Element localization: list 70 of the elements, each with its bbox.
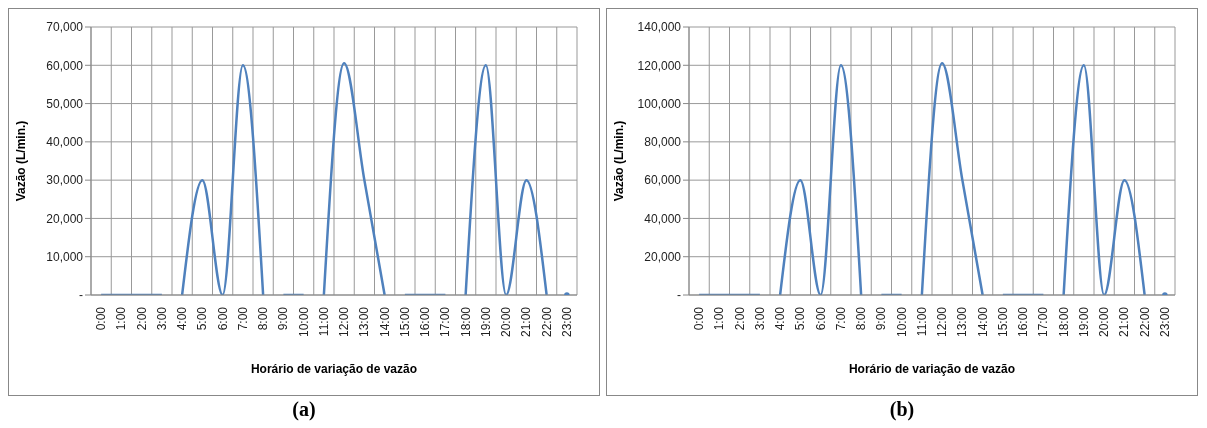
x-tick-label: 8:00 bbox=[854, 306, 869, 331]
x-tick-label: 13:00 bbox=[357, 306, 372, 338]
x-tick-label: 14:00 bbox=[377, 306, 392, 338]
x-tick-label: 22:00 bbox=[1137, 306, 1152, 338]
y-tick-label: 70,000 bbox=[46, 20, 84, 35]
x-tick-label: 19:00 bbox=[1076, 306, 1091, 338]
y-tick-label: 120,000 bbox=[637, 58, 682, 73]
y-tick-label: 60,000 bbox=[644, 173, 682, 188]
y-tick-label: 60,000 bbox=[46, 58, 84, 73]
x-tick-label: 3:00 bbox=[154, 306, 169, 331]
x-tick-label: 7:00 bbox=[833, 306, 848, 331]
x-tick-label: 18:00 bbox=[458, 306, 473, 338]
x-tick-label: 21:00 bbox=[1117, 306, 1132, 338]
x-tick-label: 0:00 bbox=[94, 306, 109, 331]
x-tick-label: 1:00 bbox=[114, 306, 129, 331]
x-axis-title: Horário de variação de vazão bbox=[250, 362, 418, 376]
x-tick-label: 8:00 bbox=[256, 306, 271, 331]
x-tick-label: 6:00 bbox=[813, 306, 828, 331]
x-tick-label: 13:00 bbox=[955, 306, 970, 338]
text: (b) bbox=[889, 398, 915, 421]
x-tick-label: 2:00 bbox=[732, 306, 747, 331]
y-tick-label: 30,000 bbox=[46, 173, 84, 188]
x-tick-label: 16:00 bbox=[1016, 306, 1031, 338]
x-tick-label: 12:00 bbox=[337, 306, 352, 338]
y-tick-label: 10,000 bbox=[46, 249, 84, 264]
x-tick-label: 23:00 bbox=[1157, 306, 1172, 338]
y-tick-label: 20,000 bbox=[46, 211, 84, 226]
text: (a) bbox=[292, 398, 316, 421]
x-tick-label: 18:00 bbox=[1056, 306, 1071, 338]
x-tick-label: 3:00 bbox=[752, 306, 767, 331]
y-tick-label: 80,000 bbox=[644, 135, 682, 150]
x-tick-label: 14:00 bbox=[975, 306, 990, 338]
y-tick-label: 50,000 bbox=[46, 96, 84, 111]
x-tick-label: 11:00 bbox=[316, 306, 331, 337]
x-tick-label: 10:00 bbox=[894, 306, 909, 338]
x-tick-label: 1:00 bbox=[712, 306, 727, 331]
y-tick-label: 40,000 bbox=[46, 135, 84, 150]
x-tick-label: 9:00 bbox=[276, 306, 291, 331]
x-tick-label: 9:00 bbox=[874, 306, 889, 331]
y-tick-label: 40,000 bbox=[644, 211, 682, 226]
x-tick-label: 10:00 bbox=[296, 306, 311, 338]
y-tick-label: 140,000 bbox=[637, 20, 682, 35]
x-tick-label: 15:00 bbox=[397, 306, 412, 338]
x-tick-label: 5:00 bbox=[195, 306, 210, 331]
x-tick-label: 6:00 bbox=[215, 306, 230, 331]
x-tick-label: 15:00 bbox=[995, 306, 1010, 338]
y-tick-label: 100,000 bbox=[637, 96, 682, 111]
x-tick-label: 11:00 bbox=[914, 306, 929, 337]
x-tick-label: 2:00 bbox=[134, 306, 149, 331]
x-tick-label: 12:00 bbox=[935, 306, 950, 338]
x-tick-label: 16:00 bbox=[418, 306, 433, 338]
x-tick-label: 21:00 bbox=[519, 306, 534, 338]
x-tick-label: 5:00 bbox=[793, 306, 808, 331]
x-tick-label: 4:00 bbox=[175, 306, 190, 331]
x-tick-label: 17:00 bbox=[438, 306, 453, 338]
x-axis-title: Horário de variação de vazão bbox=[848, 362, 1016, 376]
y-tick-label: 20,000 bbox=[644, 249, 682, 264]
y-axis-title: Vazão (L/min.) bbox=[612, 120, 627, 202]
x-tick-label: 23:00 bbox=[559, 306, 574, 338]
x-tick-label: 7:00 bbox=[235, 306, 250, 331]
x-tick-label: 17:00 bbox=[1036, 306, 1051, 338]
x-tick-label: 19:00 bbox=[478, 306, 493, 338]
y-tick-label: - bbox=[677, 288, 681, 303]
x-tick-label: 20:00 bbox=[1097, 306, 1112, 338]
x-tick-label: 20:00 bbox=[499, 306, 514, 338]
y-axis-title: Vazão (L/min.) bbox=[14, 120, 29, 202]
x-tick-label: 4:00 bbox=[773, 306, 788, 331]
y-tick-label: - bbox=[79, 288, 83, 303]
x-tick-label: 22:00 bbox=[539, 306, 554, 338]
x-tick-label: 0:00 bbox=[692, 306, 707, 331]
